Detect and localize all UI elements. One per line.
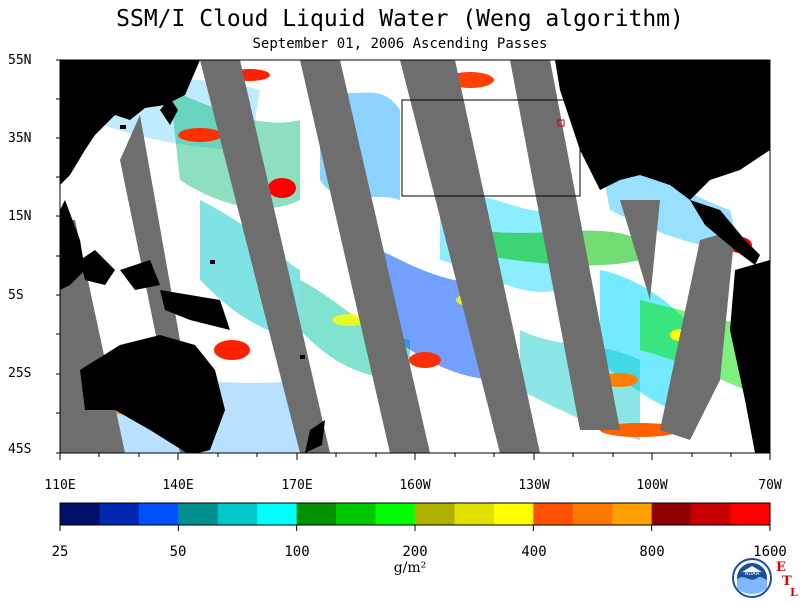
colorbar-segment: [730, 503, 771, 525]
colorbar-segment: [99, 503, 140, 525]
lon-ticks: [59, 453, 771, 460]
colorbar-segment: [533, 503, 574, 525]
lat-tick-label: 45S: [8, 442, 32, 457]
colorbar-segment: [217, 503, 258, 525]
lat-ticks: [56, 59, 60, 454]
etl-letter: L: [790, 586, 798, 599]
colorbar-label: 800: [639, 544, 665, 560]
colorbar-label: 200: [402, 544, 428, 560]
land-masses: [60, 60, 770, 453]
cloud-water-map: [56, 59, 771, 460]
colorbar-label: 25: [51, 544, 69, 560]
colorbar-segment: [415, 503, 455, 525]
lon-tick-label: 130W: [518, 478, 550, 493]
colorbar-label: 50: [169, 544, 187, 560]
colorbar-label: 400: [521, 544, 547, 560]
colorbar-label: 100: [284, 544, 310, 560]
map-title: SSM/I Cloud Liquid Water (Weng algorithm…: [116, 6, 684, 32]
colorbar: [59, 502, 771, 531]
etl-letter: T: [782, 574, 792, 589]
lon-tick-label: 140E: [162, 478, 194, 493]
colorbar-segment: [336, 503, 377, 525]
lat-tick-label: 5S: [8, 288, 24, 303]
region-marker: [557, 119, 565, 127]
lat-tick-label: 15N: [8, 209, 32, 224]
noaa-emblem-icon: NOAA: [732, 558, 772, 598]
lon-tick-label: 110E: [44, 478, 76, 493]
etl-letter: E: [776, 560, 786, 575]
colorbar-segment: [60, 503, 100, 525]
lat-tick-label: 55N: [8, 53, 32, 68]
colorbar-segment: [572, 503, 613, 525]
colorbar-segment: [138, 503, 179, 525]
colorbar-label: 1600: [753, 544, 787, 560]
colorbar-segment: [257, 503, 298, 525]
colorbar-segment: [296, 503, 337, 525]
colorbar-segment: [612, 503, 653, 525]
lat-tick-label: 25S: [8, 366, 32, 381]
colorbar-segment: [651, 503, 692, 525]
lon-tick-label: 160W: [399, 478, 431, 493]
region-box: [401, 99, 581, 197]
colorbar-segment: [493, 503, 534, 525]
svg-text:NOAA: NOAA: [745, 571, 760, 577]
colorbar-segment: [375, 503, 416, 525]
colorbar-segment: [178, 503, 219, 525]
colorbar-unit: g/m²: [393, 560, 427, 576]
lon-tick-label: 70W: [758, 478, 782, 493]
map-subtitle: September 01, 2006 Ascending Passes: [252, 36, 548, 52]
lon-tick-label: 100W: [636, 478, 668, 493]
colorbar-segment: [454, 503, 495, 525]
lon-tick-label: 170E: [281, 478, 313, 493]
lat-tick-label: 35N: [8, 131, 32, 146]
noaa-logo: NOAA: [730, 558, 776, 602]
colorbar-segment: [691, 503, 732, 525]
